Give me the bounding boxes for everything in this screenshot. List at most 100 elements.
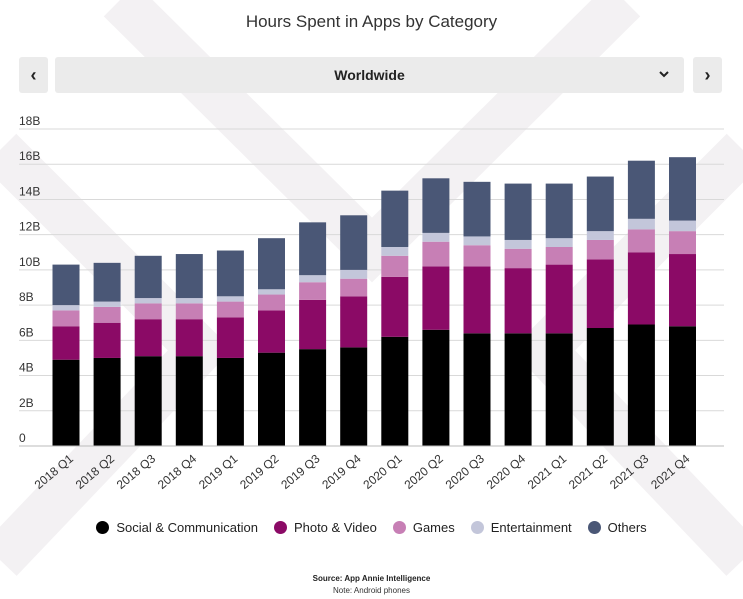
bar-segment	[52, 264, 80, 306]
bar-segment	[627, 252, 655, 325]
legend-swatch-games	[392, 521, 406, 534]
bar-segment	[52, 310, 80, 327]
bar-segment	[381, 246, 409, 256]
x-tick-label: 2019 Q1	[196, 451, 241, 492]
y-tick-label: 10B	[19, 255, 40, 269]
previous-button[interactable]: ‹	[19, 57, 48, 93]
bar-segment	[299, 222, 327, 276]
bar-segment	[134, 298, 162, 304]
x-tick-label: 2020 Q1	[360, 451, 405, 492]
bar-segment	[627, 324, 655, 446]
bar-segment	[381, 255, 409, 277]
bar-segment	[504, 183, 532, 240]
legend-label: Photo & Video	[293, 520, 377, 535]
bar-segment	[340, 347, 368, 446]
next-button[interactable]: ›	[693, 57, 722, 93]
legend-item: Others	[587, 520, 647, 535]
bar-segment	[422, 266, 450, 330]
x-tick-label: 2020 Q2	[402, 451, 447, 492]
y-tick-label: 8B	[19, 290, 34, 304]
bar-segment	[463, 181, 491, 237]
bar-segment	[381, 190, 409, 247]
x-tick-label: 2018 Q1	[32, 451, 77, 492]
bar-segment	[93, 357, 121, 446]
bar-segment	[93, 306, 121, 323]
bar-segment	[586, 239, 614, 260]
bar-segment	[504, 333, 532, 446]
bar-segment	[175, 298, 203, 304]
bar-segment	[134, 319, 162, 357]
bar-segment	[463, 236, 491, 246]
bar-segment	[258, 238, 285, 290]
bar-segment	[545, 333, 573, 446]
bar-segment	[669, 254, 696, 327]
x-tick-label: 2019 Q3	[278, 451, 323, 492]
bar-segment	[669, 231, 696, 255]
x-tick-label: 2021 Q2	[566, 451, 611, 492]
bar-segment	[216, 296, 244, 302]
bar-segment	[299, 282, 327, 300]
bar-segment	[463, 245, 491, 267]
bar-segment	[669, 220, 696, 232]
bar-segment	[175, 356, 203, 446]
y-tick-label: 12B	[19, 220, 40, 234]
y-tick-label: 6B	[19, 325, 34, 339]
x-tick-label: 2019 Q2	[237, 451, 282, 492]
bar-segment	[134, 255, 162, 299]
bar-segment	[52, 326, 80, 360]
source-text: Source: App Annie Intelligence	[312, 574, 431, 583]
region-dropdown[interactable]: Worldwide	[55, 57, 684, 93]
legend-swatch-photo-video	[273, 521, 287, 534]
bar-segment	[463, 266, 491, 334]
legend-swatch-others	[587, 521, 601, 534]
bar-segment	[545, 264, 573, 334]
chevron-left-icon: ‹	[30, 64, 37, 85]
legend-label: Social & Communication	[116, 520, 258, 535]
bar-segment	[340, 278, 368, 297]
bar-segment	[381, 336, 409, 446]
x-tick-label: 2021 Q3	[607, 451, 652, 492]
bar-segment	[175, 319, 203, 357]
bar-segment	[422, 329, 450, 446]
bar-segment	[586, 176, 614, 232]
bar-segment	[299, 299, 327, 350]
bar-segment	[504, 239, 532, 249]
bar-segment	[669, 326, 696, 446]
bar-segment	[340, 215, 368, 270]
bar-segment	[627, 229, 655, 253]
bar-segment	[299, 349, 327, 446]
x-tick-label: 2018 Q3	[114, 451, 159, 492]
y-tick-label: 4B	[19, 361, 34, 375]
bar-segment	[340, 269, 368, 279]
x-tick-label: 2018 Q4	[155, 451, 200, 492]
legend-item: Entertainment	[470, 520, 572, 535]
bar-segment	[586, 259, 614, 329]
bar-segment	[258, 352, 285, 446]
x-tick-label: 2020 Q4	[484, 451, 529, 492]
x-tick-label: 2018 Q2	[73, 451, 118, 492]
legend-swatch-entertainment	[470, 521, 484, 534]
bar-segment	[93, 301, 121, 307]
legend-label: Others	[607, 520, 647, 535]
chart-title: Hours Spent in Apps by Category	[245, 12, 498, 31]
legend-item: Games	[392, 520, 455, 535]
region-dropdown-value: Worldwide	[334, 67, 405, 83]
x-tick-label: 2019 Q4	[319, 451, 364, 492]
bar-segment	[504, 248, 532, 269]
bar-segment	[627, 160, 655, 219]
chevron-down-icon	[658, 57, 670, 93]
y-tick-label: 16B	[19, 149, 40, 163]
bar-segment	[258, 310, 285, 353]
legend-label: Games	[412, 520, 455, 535]
bar-segment	[340, 296, 368, 348]
bar-segment	[381, 276, 409, 337]
bar-segment	[134, 356, 162, 446]
legend-item: Photo & Video	[273, 520, 377, 535]
bar-segment	[545, 246, 573, 265]
x-tick-label: 2021 Q1	[525, 451, 570, 492]
bar-segment	[216, 301, 244, 318]
bar-segment	[258, 294, 285, 311]
bar-segment	[216, 357, 244, 446]
bar-segment	[175, 254, 203, 299]
